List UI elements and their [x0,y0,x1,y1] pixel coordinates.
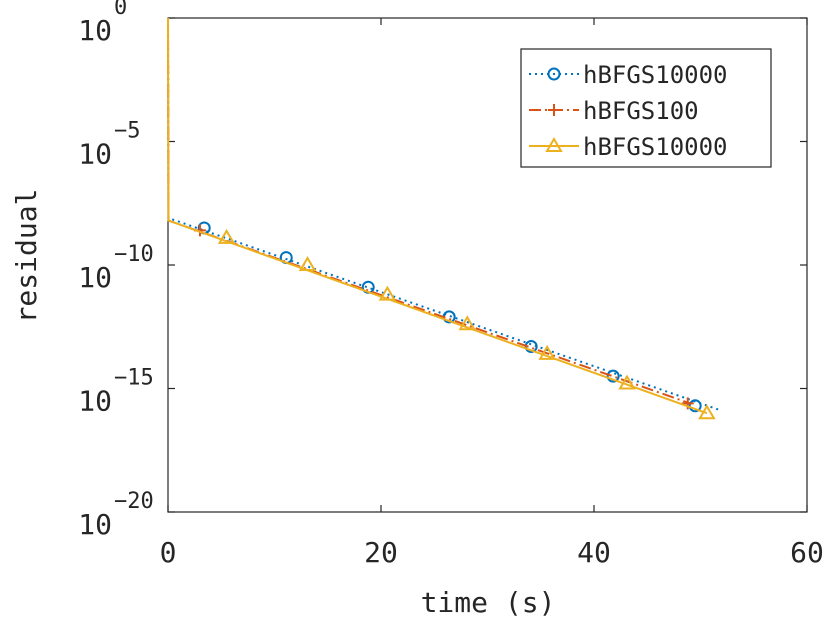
y-tick-label: 10−10 [78,242,153,294]
y-tick-label-exponent: −5 [114,119,141,144]
legend-item: hBFGS10000 [529,61,728,89]
triangle-marker [378,285,397,301]
y-tick-label-base: 10 [78,138,112,171]
y-tick-label-base: 10 [78,508,112,541]
y-tick-label: 10−5 [78,119,140,171]
series-line [167,17,708,415]
legend-item: hBFGS100 [529,97,699,125]
y-tick-label-exponent: −15 [114,366,154,391]
circle-marker [547,67,561,81]
x-tick-label: 40 [577,536,611,569]
x-tick-label: 0 [160,536,177,569]
triangle-marker [458,315,477,331]
x-tick-label: 60 [790,536,824,569]
circle-marker [606,369,620,383]
y-tick-label: 100 [78,0,127,47]
legend: hBFGS10000 hBFGS100 hBFGS10000 [520,48,772,168]
legend-item: hBFGS10000 [529,133,728,161]
triangle-marker [217,228,236,244]
triangle-marker [618,374,636,390]
circle-marker [688,399,702,413]
y-axis-label: residual [10,189,43,324]
y-tick-label: 10−15 [78,366,153,418]
x-axis-label: time (s) [421,586,556,619]
plus-marker [548,104,560,116]
y-tick-label-base: 10 [78,385,112,418]
series-3 [167,17,716,420]
triangle-marker [538,344,556,360]
x-tick-label: 20 [364,536,398,569]
triangle-marker [698,404,716,420]
legend-box [520,48,772,168]
legend-label: hBFGS10000 [583,61,728,89]
y-tick-label-exponent: 0 [114,0,127,20]
series-layer [167,17,723,420]
legend-label: hBFGS100 [583,97,699,125]
y-tick-label-exponent: −10 [114,242,154,267]
legend-label: hBFGS10000 [583,133,728,161]
y-tick-label-base: 10 [78,14,112,47]
triangle-marker [298,256,317,271]
y-tick-label: 10−20 [78,489,153,541]
y-tick-label-base: 10 [78,261,112,294]
y-tick-label-exponent: −20 [114,489,154,514]
triangle-marker [545,137,563,152]
